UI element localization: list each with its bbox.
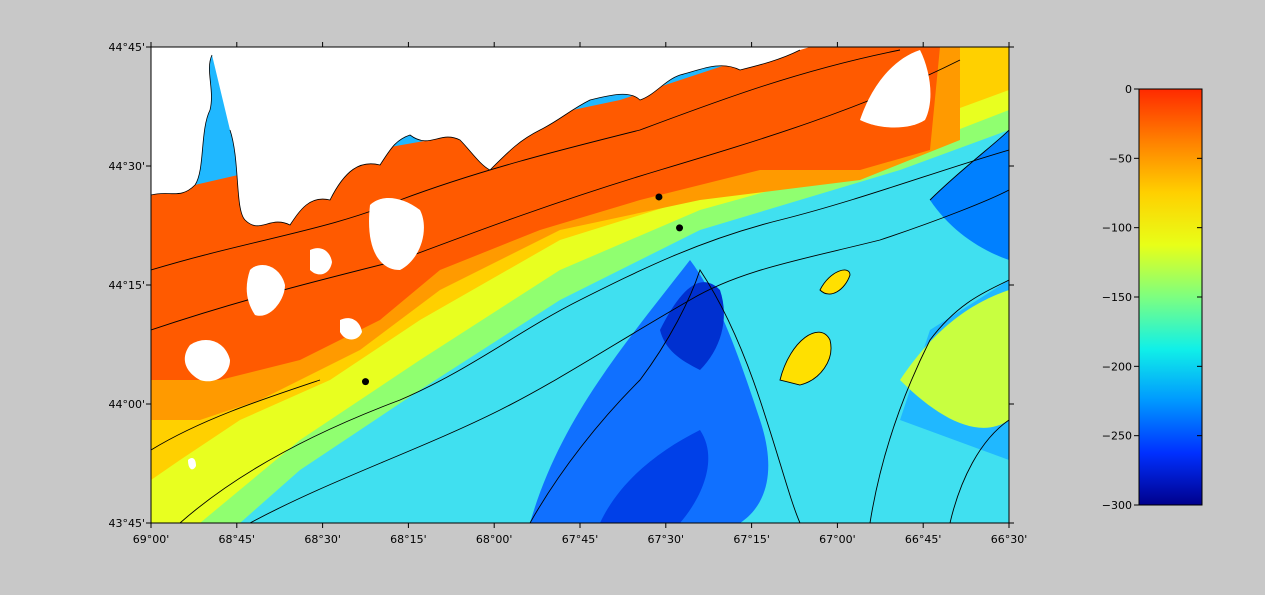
- station-marker: [676, 224, 684, 232]
- station-marker: [655, 193, 663, 201]
- shallow-bank-1: [780, 332, 831, 385]
- shallow-bank-2: [820, 270, 850, 295]
- x-tick-label: 68°45': [219, 533, 256, 546]
- land-island-6: [188, 458, 196, 470]
- colorbar-tick-label: −200: [1102, 360, 1132, 373]
- y-tick-label: 44°00': [108, 398, 145, 411]
- y-tick-label: 43°45': [108, 517, 145, 530]
- land-island-2: [246, 265, 285, 316]
- x-tick-label: 66°45': [905, 533, 942, 546]
- land-mainland: [151, 47, 810, 226]
- x-axis-ticks: 69°00' 68°45' 68°30' 68°15' 68°00' 67°45' 67°3…: [133, 42, 1028, 546]
- colorbar-tick-label: −300: [1102, 499, 1132, 512]
- colorbar-tick-label: 0: [1125, 83, 1132, 96]
- y-tick-label: 44°30': [108, 160, 145, 173]
- colorbar: 0 −50 −100 −150 −200 −250 −300: [1102, 83, 1203, 512]
- colorbar-tick-label: −250: [1102, 430, 1132, 443]
- x-tick-label: 68°15': [390, 533, 427, 546]
- deep-basin-east: [930, 130, 1009, 260]
- shallow-bank-east: [900, 290, 1009, 428]
- station-markers: [362, 193, 684, 386]
- x-tick-label: 67°45': [562, 533, 599, 546]
- station-marker: [362, 378, 369, 386]
- contour-lines: [151, 49, 1009, 523]
- colorbar-tick-label: −150: [1102, 291, 1132, 304]
- y-tick-label: 44°45': [108, 41, 145, 54]
- x-tick-label: 66°30': [991, 533, 1028, 546]
- land-island-1: [369, 198, 424, 270]
- colorbar-ticks: 0 −50 −100 −150 −200 −250 −300: [1102, 83, 1202, 512]
- x-tick-label: 68°30': [304, 533, 341, 546]
- y-tick-label: 44°15': [108, 279, 145, 292]
- deep-basin-south: [600, 430, 709, 523]
- x-tick-label: 67°30': [648, 533, 685, 546]
- y-axis-ticks: 44°45' 44°30' 44°15' 44°00' 43°45': [108, 41, 1014, 530]
- colorbar-tick-label: −50: [1109, 152, 1132, 165]
- x-tick-label: 67°15': [733, 533, 770, 546]
- colorbar-tick-label: −100: [1102, 222, 1132, 235]
- colorbar-gradient: [1139, 89, 1202, 505]
- land-peninsula-east: [860, 50, 931, 128]
- coastline: [151, 49, 801, 227]
- land-island-5: [340, 318, 362, 340]
- deep-basin-core: [660, 282, 724, 370]
- depth-band-20: [151, 47, 940, 380]
- land-island-3: [184, 340, 230, 382]
- x-tick-label: 68°00': [476, 533, 513, 546]
- map-plot-area: [151, 47, 1009, 523]
- land-island-4: [310, 248, 332, 275]
- x-tick-label: 67°00': [819, 533, 856, 546]
- x-tick-label: 69°00': [133, 533, 170, 546]
